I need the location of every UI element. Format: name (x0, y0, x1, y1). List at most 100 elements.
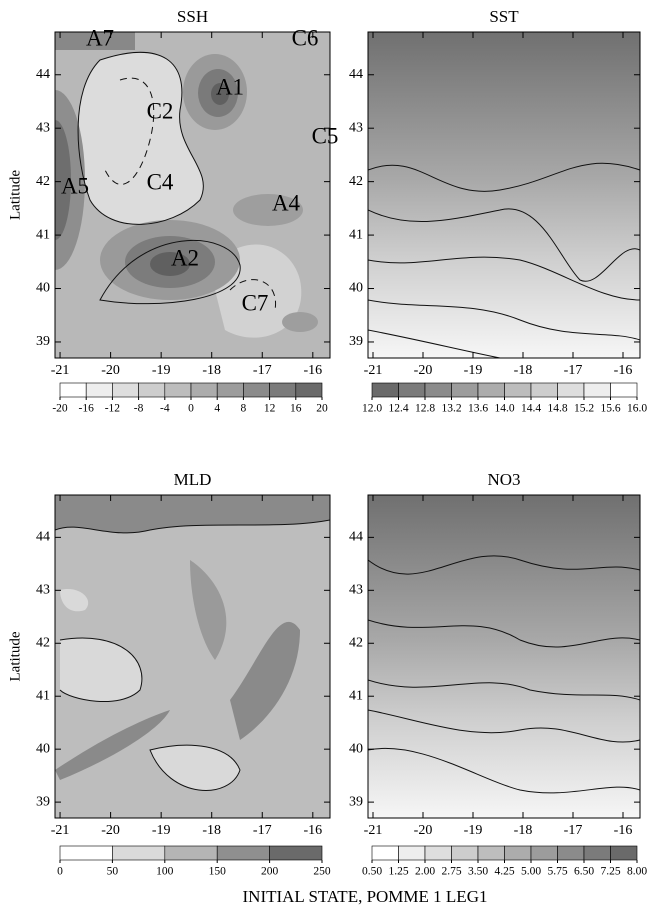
colorbar-label: 5.00 (521, 866, 541, 878)
y-axis-label: Latitude (7, 631, 23, 681)
colorbar-label: 14.0 (494, 403, 514, 415)
panel-title: SST (489, 7, 519, 26)
colorbar-box (530, 845, 558, 861)
y-tick-label: 39 (36, 794, 50, 809)
colorbar-box (243, 382, 270, 398)
colorbar-box (85, 382, 113, 398)
panel-title: SSH (177, 7, 208, 26)
x-tick-label: -17 (253, 363, 272, 378)
colorbar-box (216, 382, 244, 398)
annotation: A5 (61, 173, 89, 198)
y-tick-label: 44 (349, 67, 363, 82)
y-tick-label: 41 (36, 688, 50, 703)
colorbar-label: 4 (214, 403, 220, 415)
x-tick-label: -16 (614, 363, 633, 378)
colorbar-box (557, 382, 585, 398)
annotation: C5 (312, 123, 339, 148)
colorbar-box (583, 845, 611, 861)
colorbar-label: 0 (188, 403, 194, 415)
annotation: C4 (147, 169, 174, 194)
x-tick-label: -20 (414, 363, 433, 378)
colorbar-label: 2.00 (415, 866, 435, 878)
annotation: C6 (292, 25, 319, 50)
y-tick-label: 43 (36, 120, 50, 135)
colorbar-label: 2.75 (441, 866, 461, 878)
colorbar-label: 1.25 (388, 866, 408, 878)
colorbar-box (398, 845, 426, 861)
plot-frame (367, 31, 641, 359)
colorbar-label: 15.2 (574, 403, 594, 415)
colorbar-label: -8 (134, 403, 144, 415)
y-tick-label: 41 (36, 227, 50, 242)
y-tick-label: 39 (349, 794, 363, 809)
colorbar-box (190, 382, 218, 398)
x-tick-label: -17 (564, 363, 583, 378)
y-tick-label: 41 (349, 227, 363, 242)
colorbar-label: 16 (290, 403, 302, 415)
caption: INITIAL STATE, POMME 1 LEG1 (243, 887, 488, 906)
colorbar-label: 0 (57, 866, 63, 878)
annotation: C7 (242, 290, 269, 315)
y-tick-label: 40 (36, 741, 50, 756)
colorbar-label: 150 (209, 866, 227, 878)
colorbar-box (269, 382, 297, 398)
colorbar-label: 50 (107, 866, 119, 878)
x-tick-label: -18 (202, 823, 221, 838)
colorbar-label: 100 (156, 866, 174, 878)
y-tick-label: 42 (36, 635, 50, 650)
y-tick-label: 44 (36, 530, 50, 545)
colorbar-box (530, 382, 558, 398)
panel-title: MLD (174, 470, 212, 489)
colorbar-label: 5.75 (547, 866, 567, 878)
y-axis-label: Latitude (7, 170, 23, 220)
x-tick-label: -17 (564, 823, 583, 838)
colorbar-box (557, 845, 585, 861)
colorbar-label: 12 (264, 403, 276, 415)
x-tick-label: -20 (101, 363, 120, 378)
plot-frame (54, 31, 331, 359)
colorbar-box (138, 382, 166, 398)
colorbar-label: 12.8 (415, 403, 435, 415)
y-tick-label: 40 (349, 741, 363, 756)
colorbar-box (610, 845, 638, 861)
y-tick-label: 42 (349, 174, 363, 189)
x-tick-label: -18 (514, 363, 533, 378)
no3-field (368, 495, 640, 818)
mld-field (55, 495, 330, 818)
plot-frame (367, 494, 641, 819)
colorbar-label: 8 (241, 403, 247, 415)
annotation: A1 (216, 74, 244, 99)
x-tick-label: -19 (152, 823, 171, 838)
x-tick-label: -18 (514, 823, 533, 838)
y-tick-label: 42 (349, 635, 363, 650)
colorbar-box (112, 382, 139, 398)
colorbar-label: -16 (79, 403, 95, 415)
colorbar-label: 200 (261, 866, 279, 878)
x-tick-label: -17 (253, 823, 272, 838)
colorbar-label: 16.0 (627, 403, 647, 415)
ssh-field (55, 32, 330, 358)
colorbar-label: 0.50 (362, 866, 382, 878)
colorbar-label: 7.25 (600, 866, 620, 878)
colorbar-label: 12.4 (388, 403, 408, 415)
colorbar-box (269, 845, 323, 861)
colorbar-label: -20 (52, 403, 68, 415)
colorbar-box (164, 845, 218, 861)
x-tick-label: -16 (303, 363, 322, 378)
annotation: A4 (272, 190, 301, 215)
colorbar-box (59, 382, 87, 398)
colorbar-box (504, 845, 532, 861)
colorbar-box (477, 382, 505, 398)
colorbar-label: 250 (313, 866, 331, 878)
y-tick-label: 42 (36, 174, 50, 189)
annotation: C2 (147, 98, 174, 123)
y-tick-label: 44 (349, 530, 363, 545)
x-tick-label: -20 (101, 823, 120, 838)
annotation: A7 (86, 25, 114, 50)
x-tick-label: -19 (152, 363, 171, 378)
colorbar-box (164, 382, 192, 398)
x-tick-label: -21 (51, 363, 70, 378)
x-tick-label: -19 (464, 363, 483, 378)
x-tick-label: -21 (51, 823, 70, 838)
